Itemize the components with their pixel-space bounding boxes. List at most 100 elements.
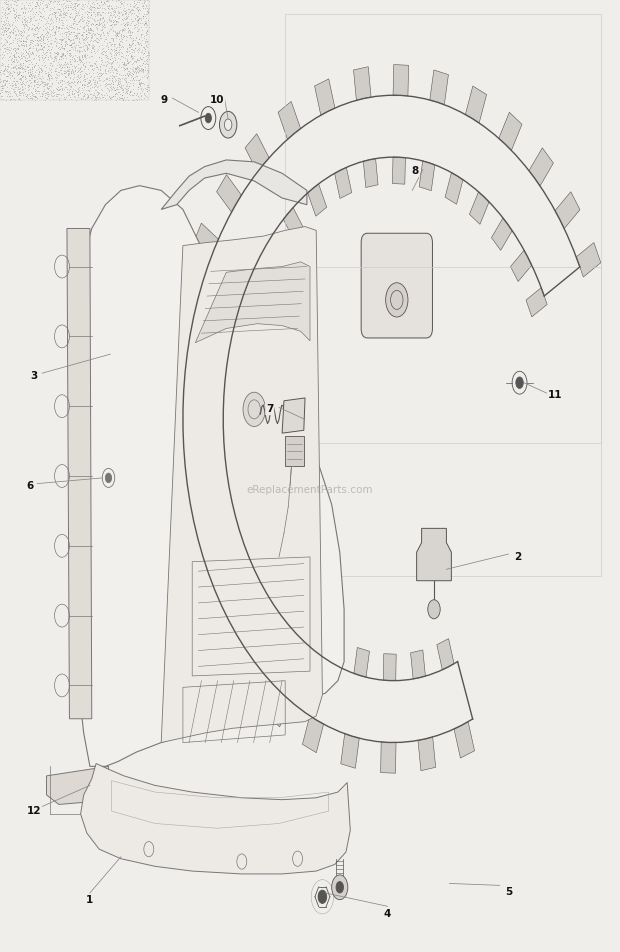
Point [135, 72, 144, 88]
Point [128, 61, 138, 76]
Point [136, 61, 146, 76]
Point [11, 52, 20, 68]
Point [75, 18, 85, 33]
Point [14, 61, 24, 76]
Point [119, 60, 129, 75]
Point [49, 0, 59, 9]
Point [77, 0, 87, 13]
Point [20, 69, 30, 84]
Point [114, 45, 124, 60]
Point [74, 2, 84, 17]
Point [116, 16, 126, 31]
Point [95, 90, 105, 106]
Point [0, 88, 6, 103]
Point [140, 69, 149, 84]
Point [63, 57, 73, 72]
Point [49, 33, 59, 49]
Point [74, 51, 84, 67]
Point [141, 62, 151, 77]
Point [89, 38, 99, 53]
Point [59, 10, 69, 25]
Point [118, 31, 128, 47]
Point [92, 34, 102, 50]
Point [76, 53, 86, 69]
Point [41, 59, 51, 74]
Point [15, 23, 25, 38]
Point [78, 49, 87, 64]
Point [104, 0, 113, 12]
Point [13, 37, 23, 52]
Point [27, 86, 37, 101]
Point [23, 60, 33, 75]
Point [68, 87, 78, 102]
Point [118, 56, 128, 71]
Point [123, 17, 133, 32]
Point [31, 0, 41, 10]
Point [133, 2, 143, 17]
Point [0, 89, 7, 104]
Point [56, 73, 66, 89]
Point [10, 10, 20, 26]
Point [109, 69, 119, 85]
Point [10, 28, 20, 43]
Point [95, 0, 105, 14]
Point [22, 50, 32, 65]
Point [86, 30, 96, 46]
Point [9, 60, 19, 75]
Point [46, 61, 56, 76]
Point [51, 46, 61, 61]
Point [75, 12, 85, 28]
Point [133, 82, 143, 97]
Point [60, 0, 70, 13]
Point [86, 2, 96, 17]
Point [19, 76, 29, 91]
Point [0, 25, 9, 40]
Point [87, 27, 97, 42]
Point [110, 80, 120, 95]
Point [144, 0, 154, 12]
Point [0, 64, 5, 79]
Point [2, 0, 12, 15]
Point [60, 36, 69, 51]
Point [110, 52, 120, 68]
Point [122, 10, 132, 26]
Point [54, 87, 64, 102]
Point [86, 21, 96, 36]
Point [79, 62, 89, 77]
Point [2, 30, 12, 45]
Point [74, 52, 84, 68]
Point [32, 30, 42, 45]
Point [35, 41, 45, 56]
Point [1, 26, 11, 41]
Point [140, 44, 150, 59]
Point [83, 21, 93, 36]
Point [131, 88, 141, 103]
Point [55, 6, 64, 21]
Point [38, 75, 48, 90]
Point [112, 14, 122, 30]
Point [126, 2, 136, 17]
Point [116, 27, 126, 42]
Point [0, 62, 9, 77]
Point [74, 79, 84, 94]
Point [8, 26, 18, 41]
Point [16, 72, 26, 88]
Point [124, 65, 134, 80]
Point [53, 24, 63, 39]
Point [32, 26, 42, 41]
Point [95, 10, 105, 26]
Point [68, 21, 78, 36]
Point [14, 71, 24, 87]
Point [141, 52, 151, 68]
Point [140, 0, 149, 10]
Point [62, 81, 72, 96]
Point [37, 37, 46, 52]
Point [43, 67, 53, 82]
Point [113, 72, 123, 88]
Point [130, 0, 140, 14]
Point [135, 15, 144, 30]
Point [86, 57, 96, 72]
Point [46, 22, 56, 37]
Point [65, 49, 75, 64]
Point [1, 85, 11, 100]
